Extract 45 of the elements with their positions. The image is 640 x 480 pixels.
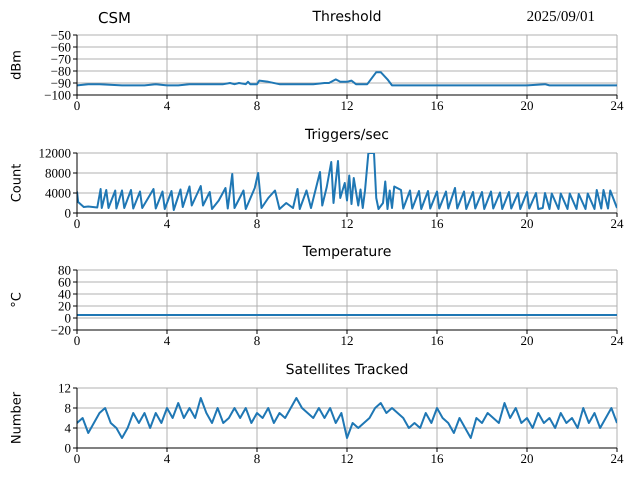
chart-title: Threshold [312,9,382,25]
line-series [77,152,617,210]
y-tick-label: 12000 [38,145,71,160]
chart-title: Satellites Tracked [284,362,410,378]
x-tick-label: 4 [164,333,171,348]
x-tick-label: 8 [254,216,260,231]
x-tick-label: 20 [520,98,534,114]
y-tick-label: 0 [64,205,71,220]
x-tick-label: 16 [430,333,444,348]
x-tick-label: 20 [520,216,534,231]
y-axis-title: Number [10,390,25,444]
x-tick-label: 4 [164,216,171,231]
y-tick-label: 4000 [45,185,71,200]
y-tick-label: 4 [64,420,72,436]
y-tick-label: 8000 [45,165,71,180]
x-tick-label: 8 [254,333,260,348]
x-tick-label: 16 [430,450,444,466]
text: CSM [98,9,131,27]
x-tick-label: 16 [430,216,444,231]
x-tick-label: 24 [610,216,624,231]
x-tick-label: 20 [520,450,534,466]
line-series [77,71,617,86]
text: 2025/09/01 [526,9,595,26]
y-axis-title: °C [10,292,25,308]
x-tick-label: 4 [164,450,171,466]
x-tick-label: 12 [340,450,354,466]
x-tick-label: 24 [610,450,624,466]
line-series [77,396,617,438]
x-tick-label: 12 [340,98,354,114]
x-tick-label: 20 [520,333,534,348]
x-tick-label: 24 [610,98,624,114]
y-axis-title: Count [10,163,25,202]
chart-title: Temperature [302,244,392,260]
x-tick-label: 16 [430,98,444,114]
y-tick-label: 8 [64,400,71,416]
y-axis-title: dBm [10,50,25,80]
chart-title: Triggers/sec [304,126,390,142]
x-tick-label: 4 [164,98,171,114]
x-tick-label: 24 [610,333,624,348]
x-tick-label: 12 [340,333,354,348]
y-tick-label: 12 [58,380,71,396]
x-tick-label: 8 [254,450,260,466]
y-tick-label: 0 [64,440,71,456]
x-tick-label: 8 [254,98,260,114]
x-tick-label: 12 [340,216,354,231]
